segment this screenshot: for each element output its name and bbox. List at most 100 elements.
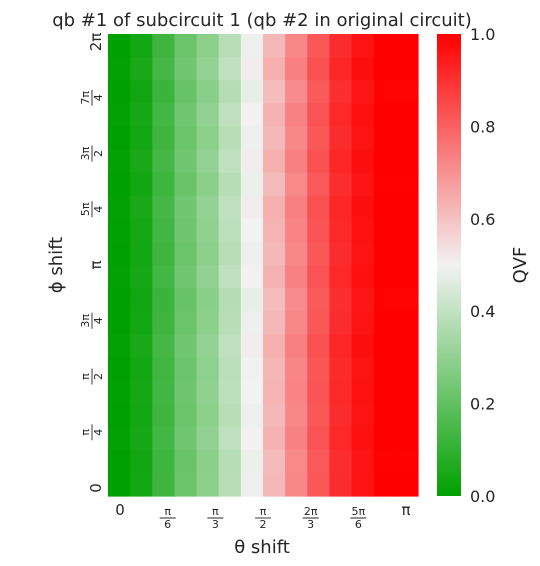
heatmap-cell — [307, 426, 331, 451]
svg-text:4: 4 — [92, 317, 105, 324]
heatmap-cell — [307, 126, 331, 151]
heatmap-cell — [218, 403, 242, 428]
heatmap-cell — [329, 80, 353, 104]
heatmap-cell — [174, 426, 198, 451]
heatmap-cell — [263, 449, 286, 474]
heatmap-cell — [285, 172, 308, 197]
heatmap-cell — [240, 218, 264, 243]
svg-text:π: π — [79, 429, 92, 436]
heatmap-cell — [240, 103, 264, 127]
heatmap-cell — [351, 357, 375, 382]
heatmap-cell — [373, 334, 397, 358]
heatmap-cell — [263, 288, 286, 312]
heatmap-cell — [240, 426, 264, 451]
svg-text:π: π — [164, 505, 171, 518]
heatmap-cell — [351, 218, 375, 243]
heatmap-cell — [329, 57, 353, 81]
heatmap-cell — [307, 241, 331, 266]
heatmap-cell — [285, 472, 308, 497]
heatmap-cell — [351, 149, 375, 174]
x-tick-label: π6 — [159, 505, 176, 531]
svg-text:π: π — [79, 373, 92, 380]
heatmap-cell — [108, 426, 131, 451]
heatmap-cell — [263, 380, 286, 405]
y-tick-label: 0 — [87, 483, 105, 493]
heatmap-cell — [108, 288, 131, 312]
heatmap-cell — [152, 426, 176, 451]
heatmap-cell — [152, 334, 176, 358]
heatmap-cell — [351, 34, 375, 58]
heatmap-cell — [174, 34, 198, 58]
heatmap-cell — [108, 57, 131, 81]
heatmap-cell — [373, 103, 397, 127]
x-tick-label: π2 — [255, 505, 271, 531]
heatmap-cell — [263, 80, 286, 104]
heatmap-cell — [196, 449, 220, 474]
heatmap-cell — [285, 403, 308, 428]
heatmap-cell — [307, 357, 331, 382]
heatmap-cell — [218, 103, 242, 127]
heatmap-cell — [307, 80, 331, 104]
y-tick-label: 7π 4 — [79, 89, 105, 106]
heatmap-cell — [395, 472, 419, 497]
svg-text:6: 6 — [355, 518, 362, 531]
heatmap-cell — [307, 149, 331, 174]
heatmap-cell — [130, 449, 153, 474]
heatmap-cell — [218, 218, 242, 243]
heatmap-cell — [196, 426, 220, 451]
heatmap-cell — [174, 380, 198, 405]
heatmap-cell — [263, 34, 286, 58]
heatmap-cell — [285, 57, 308, 81]
heatmap-cell — [240, 57, 264, 81]
heatmap-cell — [285, 311, 308, 335]
x-tick-label: 0 — [115, 501, 125, 519]
heatmap-cell — [329, 126, 353, 151]
heatmap-cell — [307, 57, 331, 81]
heatmap-cell — [395, 172, 419, 197]
y-tick-label: 3π 4 — [79, 312, 105, 329]
heatmap-cell — [152, 311, 176, 335]
heatmap-cell — [152, 403, 176, 428]
heatmap-cell — [395, 34, 419, 58]
heatmap-cell — [351, 172, 375, 197]
heatmap-cell — [285, 334, 308, 358]
heatmap-cell — [373, 149, 397, 174]
heatmap-cell — [218, 80, 242, 104]
heatmap-cell — [263, 241, 286, 266]
heatmap-cell — [307, 380, 331, 405]
heatmap-cell — [373, 57, 397, 81]
heatmap-cell — [218, 311, 242, 335]
y-tick-label: 3π 2 — [79, 145, 105, 162]
heatmap-cell — [285, 426, 308, 451]
svg-text:7π: 7π — [79, 91, 92, 105]
heatmap-cell — [373, 357, 397, 382]
chart-title: qb #1 of subcircuit 1 (qb #2 in original… — [52, 10, 472, 31]
heatmap-cell — [307, 472, 331, 497]
heatmap-cell — [263, 57, 286, 81]
heatmap-cell — [152, 472, 176, 497]
heatmap-cell — [130, 218, 153, 243]
svg-text:5π: 5π — [79, 202, 92, 216]
heatmap-cell — [196, 195, 220, 220]
heatmap-cell — [174, 449, 198, 474]
svg-text:3: 3 — [212, 518, 219, 531]
y-tick-label: 5π 4 — [79, 201, 105, 218]
heatmap-cell — [373, 126, 397, 151]
heatmap-cell — [108, 126, 131, 151]
heatmap-cell — [373, 472, 397, 497]
heatmap-cell — [329, 357, 353, 382]
heatmap-cell — [263, 472, 286, 497]
heatmap-cell — [152, 57, 176, 81]
heatmap-cell — [329, 403, 353, 428]
heatmap-cell — [307, 311, 331, 335]
heatmap-cell — [152, 241, 176, 266]
heatmap-cell — [395, 265, 419, 289]
heatmap-cell — [285, 80, 308, 104]
heatmap-cell — [218, 288, 242, 312]
heatmap-cell — [307, 34, 331, 58]
heatmap-cell — [130, 126, 153, 151]
heatmap-cell — [196, 311, 220, 335]
heatmap-cell — [218, 149, 242, 174]
